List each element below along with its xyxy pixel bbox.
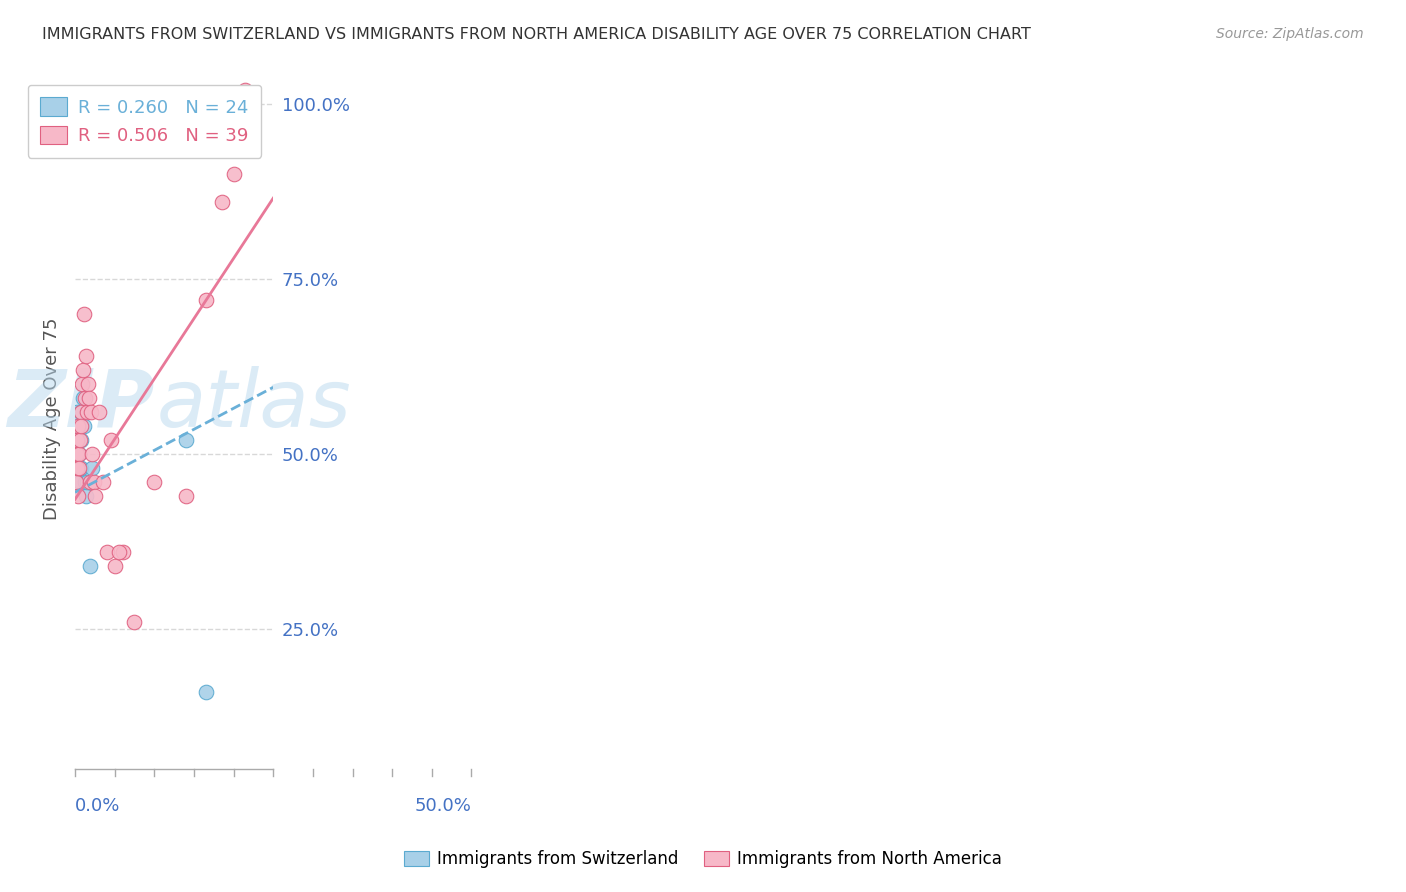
Point: [70, 460, 93, 475]
Point: [70, 418, 93, 433]
Point: [174, 433, 197, 447]
Text: 50.0%: 50.0%: [415, 797, 471, 815]
Point: [72, 363, 94, 377]
Point: [65, 475, 87, 489]
Point: [66, 447, 89, 461]
Point: [69, 475, 91, 489]
Point: [222, 167, 245, 181]
Y-axis label: Disability Age Over 75: Disability Age Over 75: [44, 318, 60, 520]
Point: [66, 460, 89, 475]
Point: [174, 489, 197, 503]
Point: [69, 405, 91, 419]
Point: [65, 418, 87, 433]
Point: [66, 447, 89, 461]
Point: [235, 82, 257, 96]
Point: [75, 489, 97, 503]
Point: [76, 405, 98, 419]
Text: Source: ZipAtlas.com: Source: ZipAtlas.com: [1216, 27, 1364, 41]
Point: [107, 545, 129, 559]
Point: [73, 391, 96, 405]
Point: [211, 194, 233, 209]
Point: [65, 433, 87, 447]
Point: [79, 475, 101, 489]
Point: [72, 391, 94, 405]
Legend: R = 0.260   N = 24, R = 0.506   N = 39: R = 0.260 N = 24, R = 0.506 N = 39: [28, 85, 262, 158]
Point: [194, 293, 217, 307]
Point: [67, 447, 90, 461]
Point: [73, 307, 96, 321]
Point: [124, 615, 146, 629]
Point: [67, 418, 90, 433]
Point: [65, 433, 87, 447]
Point: [83, 475, 105, 489]
Text: 0.0%: 0.0%: [75, 797, 121, 815]
Point: [83, 489, 105, 503]
Point: [73, 418, 96, 433]
Point: [80, 405, 103, 419]
Point: [67, 433, 90, 447]
Point: [80, 460, 103, 475]
Point: [69, 460, 91, 475]
Point: [73, 475, 96, 489]
Point: [67, 433, 90, 447]
Point: [67, 447, 90, 461]
Point: [96, 545, 118, 559]
Text: atlas: atlas: [156, 366, 352, 444]
Point: [65, 447, 87, 461]
Point: [65, 405, 87, 419]
Point: [143, 475, 166, 489]
Point: [66, 412, 89, 426]
Point: [77, 391, 100, 405]
Text: IMMIGRANTS FROM SWITZERLAND VS IMMIGRANTS FROM NORTH AMERICA DISABILITY AGE OVER: IMMIGRANTS FROM SWITZERLAND VS IMMIGRANT…: [42, 27, 1031, 42]
Point: [70, 376, 93, 391]
Point: [80, 447, 103, 461]
Text: ZIP: ZIP: [7, 366, 155, 444]
Point: [69, 433, 91, 447]
Point: [91, 475, 114, 489]
Point: [76, 475, 98, 489]
Point: [111, 545, 134, 559]
Legend: Immigrants from Switzerland, Immigrants from North America: Immigrants from Switzerland, Immigrants …: [398, 844, 1008, 875]
Point: [67, 460, 90, 475]
Point: [70, 405, 93, 419]
Point: [104, 558, 127, 573]
Point: [66, 460, 89, 475]
Point: [100, 433, 122, 447]
Point: [75, 349, 97, 363]
Point: [69, 433, 91, 447]
Point: [194, 685, 217, 699]
Point: [67, 418, 90, 433]
Point: [66, 489, 89, 503]
Point: [79, 558, 101, 573]
Point: [76, 376, 98, 391]
Point: [87, 405, 110, 419]
